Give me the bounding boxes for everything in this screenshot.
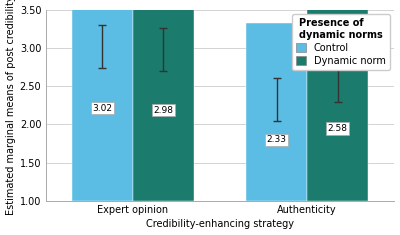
Text: 2.33: 2.33 [267, 135, 287, 145]
Bar [246, 23, 307, 201]
X-axis label: Credibility-enhancing strategy: Credibility-enhancing strategy [146, 219, 294, 229]
Bar [307, 4, 368, 201]
Text: 2.58: 2.58 [328, 124, 348, 133]
Legend: Control, Dynamic norm: Control, Dynamic norm [292, 14, 390, 70]
Bar [133, 0, 194, 201]
Text: 3.02: 3.02 [92, 104, 112, 113]
Bar [72, 0, 133, 201]
Text: 2.98: 2.98 [153, 106, 173, 115]
Y-axis label: Estimated marginal means of post credibility: Estimated marginal means of post credibi… [6, 0, 16, 215]
